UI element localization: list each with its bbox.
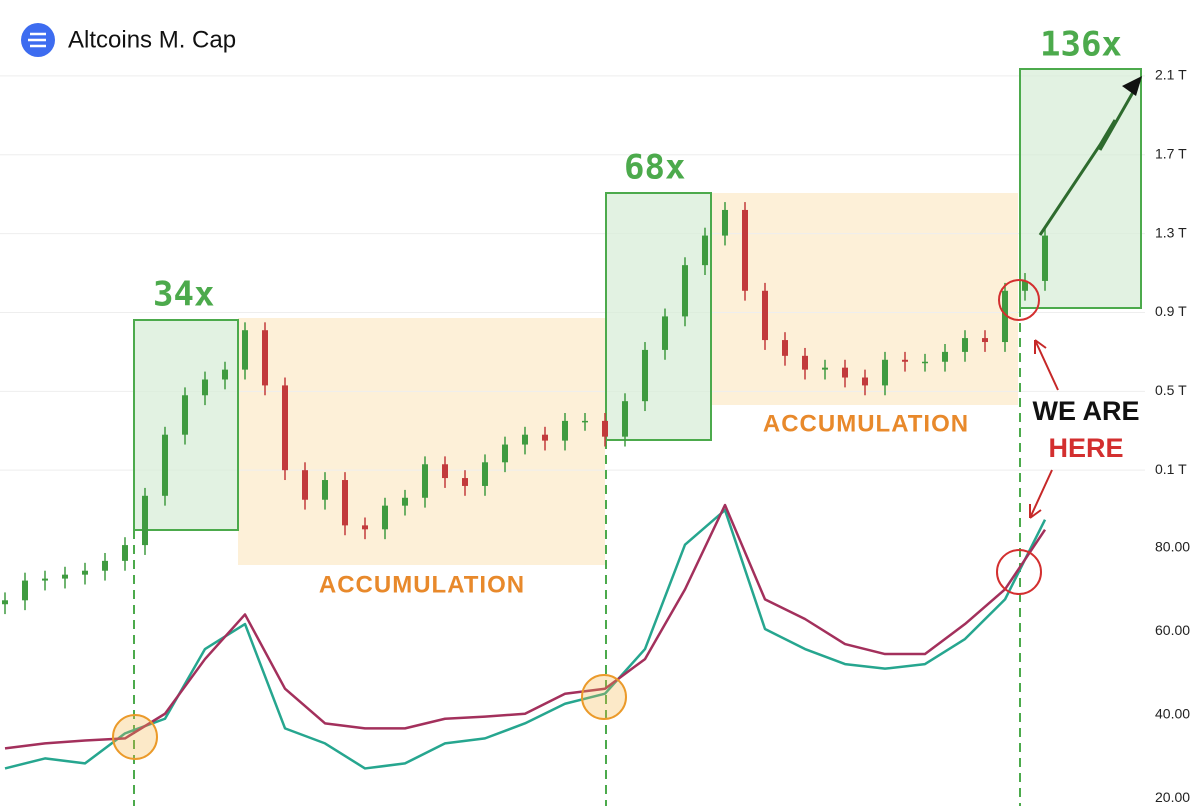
y-tick-label: 20.00 [1155,789,1190,805]
candle-body [742,209,748,291]
candle-body [302,470,308,500]
candle-body [162,434,168,496]
candle-body [342,480,348,526]
candle-body [182,395,188,435]
candle-body [322,480,328,500]
candle-body [882,359,888,386]
y-tick-label: 60.00 [1155,622,1190,638]
candle-body [562,420,568,441]
candle-body [482,462,488,486]
y-tick-label: 0.1 T [1155,461,1187,477]
candle-body [122,545,128,561]
candle-body [722,209,728,236]
candle-body [362,525,368,530]
candle-body [42,578,48,581]
candle-body [642,349,648,402]
rally-box [1019,68,1142,309]
rally-box [133,319,239,531]
cross-circle [112,714,158,760]
candle-body [622,401,628,437]
y-tick-label: 2.1 T [1155,67,1187,83]
candle-body [502,444,508,463]
projection [1038,79,1142,236]
candle-body [982,338,988,343]
candle-body [142,495,148,546]
y-tick-label: 1.3 T [1155,224,1187,240]
cross-circle [581,674,627,720]
candle-body [762,290,768,341]
candle-body [662,316,668,350]
here-circle [998,279,1040,321]
candle-body [682,265,688,317]
candle-body [1042,235,1048,281]
candle-body [842,367,848,378]
y-tick-label: 1.7 T [1155,145,1187,161]
candle-body [962,338,968,352]
annotation: 136x [1040,25,1122,65]
candle-body [702,235,708,266]
rally-box [605,192,712,441]
candle-body [442,464,448,479]
annotation: WE ARE [1033,396,1140,426]
candle-body [262,330,268,386]
candle-body [462,478,468,486]
candle-body [22,580,28,601]
candle-body [102,560,108,571]
annotation: HERE [1048,433,1123,463]
annotation: ACCUMULATION [319,571,525,598]
candle-body [282,385,288,471]
candle-body [422,464,428,498]
y-tick-label: 40.00 [1155,705,1190,721]
candle-body [942,351,948,362]
candle-body [922,361,928,364]
candle-body [582,420,588,423]
candle-body [542,434,548,441]
accumulation-zone [238,318,605,565]
candle-body [602,420,608,437]
candle-body [402,497,408,506]
annotation: 68x [624,148,685,188]
y-tick-label: 0.5 T [1155,382,1187,398]
annotation: 34x [153,275,214,315]
signal-lines [133,308,1021,806]
arrow [1029,469,1053,519]
candle-body [62,574,68,579]
candle-body [862,377,868,386]
candle-body [902,359,908,362]
plot [2,202,1048,770]
oscillator-line [4,503,1047,750]
candle-body [522,434,528,445]
candle-body [2,600,8,605]
here-arrows [1029,339,1059,519]
logo-mark [28,32,46,48]
candle-body [202,379,208,396]
chart-title: Altcoins M. Cap [68,26,236,53]
y-tick-label: 80.00 [1155,538,1190,554]
candle-body [1022,280,1028,291]
candle-body [1002,290,1008,343]
arrow [1034,339,1059,391]
here-circle [996,549,1042,595]
annotation: ACCUMULATION [763,410,969,437]
candle-body [242,330,248,370]
candle-body [822,367,828,370]
projection-arrowhead [1122,76,1142,96]
candle-body [782,340,788,356]
candle-body [382,505,388,530]
candle-body [802,355,808,370]
y-tick-label: 0.9 T [1155,303,1187,319]
candle-body [222,369,228,380]
candle-body [82,570,88,575]
